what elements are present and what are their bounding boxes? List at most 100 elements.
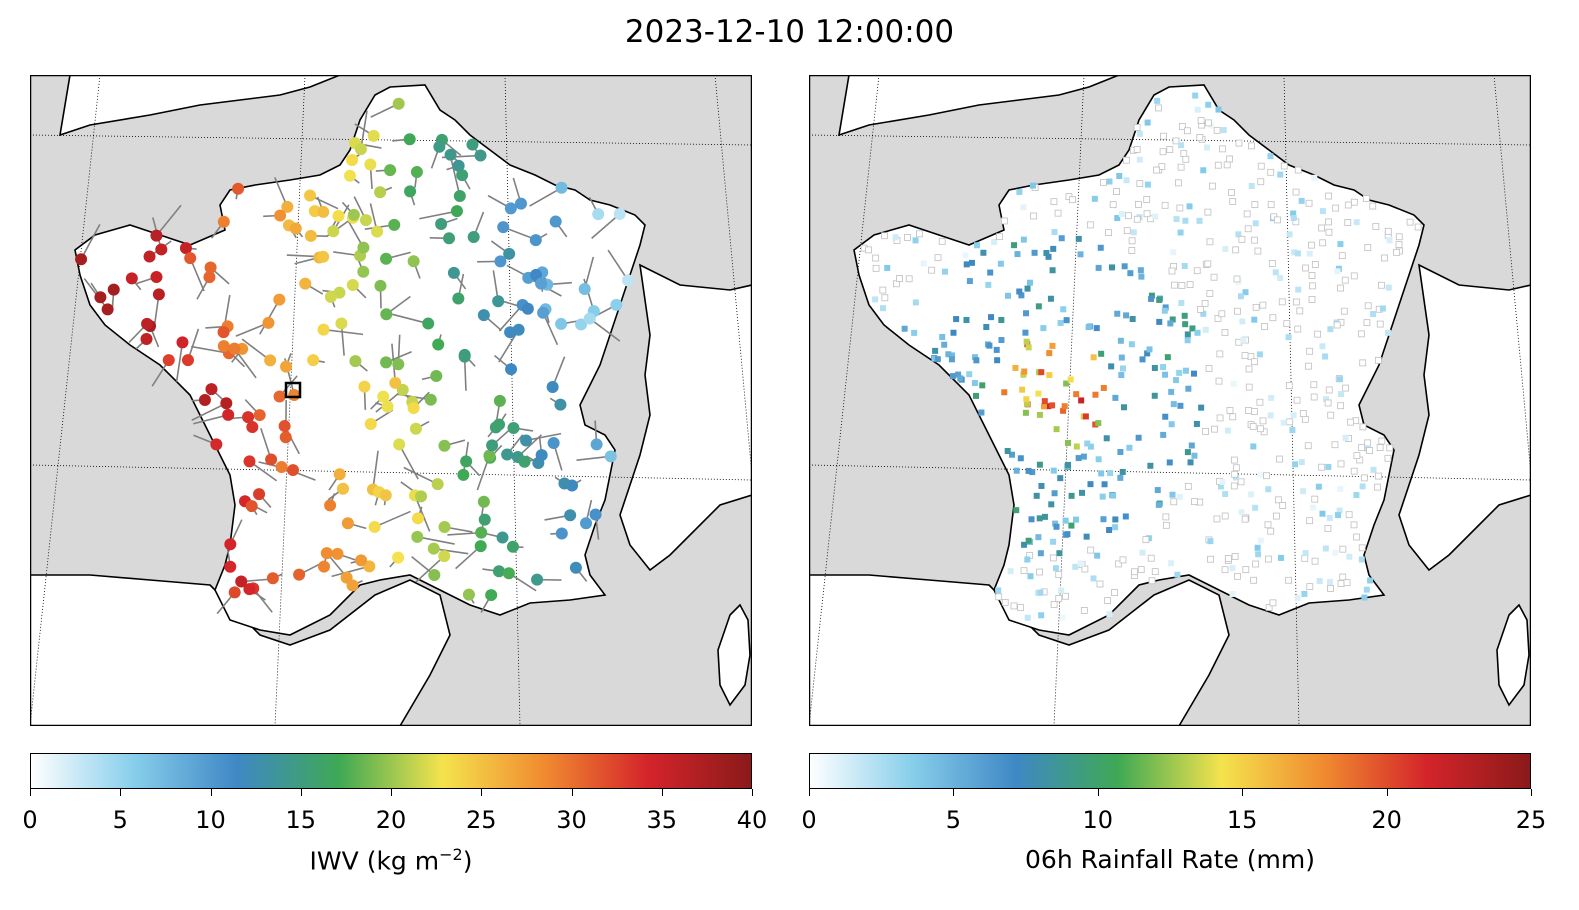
iwv-station-point: [273, 293, 286, 306]
rainfall-station-square: [1173, 377, 1180, 384]
rainfall-station-square: [1308, 272, 1316, 279]
iwv-station-point: [278, 420, 291, 433]
iwv-station-point: [546, 380, 559, 393]
iwv-station-point: [246, 421, 259, 434]
corsica-landmass: [717, 603, 751, 707]
iwv-station-point: [456, 169, 469, 182]
rainfall-station-square: [995, 593, 1003, 601]
rainfall-station-square: [1011, 242, 1018, 249]
graticule-line: [809, 464, 1531, 481]
rainfall-station-square: [1395, 241, 1403, 248]
rainfall-station-square: [1055, 595, 1063, 602]
wind-arrow: [323, 328, 364, 336]
rainfall-station-square: [1197, 305, 1204, 313]
rainfall-station-square: [1200, 167, 1207, 174]
iwv-station-point: [304, 189, 317, 202]
iwv-station-point: [622, 274, 635, 287]
rainfall-station-square: [1130, 229, 1137, 236]
rainfall-station-square: [998, 316, 1005, 323]
rainfall-station-square: [1176, 494, 1183, 501]
graticule-line: [1493, 75, 1531, 476]
rainfall-station-square: [1169, 316, 1176, 323]
rainfall-station-square: [1339, 573, 1347, 581]
rainfall-station-square: [1360, 474, 1368, 482]
rainfall-station-square: [1194, 329, 1201, 336]
rainfall-station-square: [1230, 456, 1238, 464]
iwv-station-point: [549, 215, 562, 228]
rainfall-station-square: [1216, 350, 1224, 358]
iwv-station-point: [377, 390, 390, 403]
colorbar-tick-mark: [391, 789, 392, 796]
rainfall-station-square: [1101, 481, 1108, 488]
rainfall-station-square: [1290, 215, 1297, 222]
colorbar-tick-mark: [300, 789, 302, 796]
rainfall-station-square: [1191, 370, 1198, 377]
rainfall-station-square: [1055, 571, 1063, 578]
iwv-station-point: [75, 253, 88, 266]
iwv-station-point: [438, 550, 451, 563]
iwv-stations: [75, 97, 635, 602]
rainfall-station-square: [1020, 371, 1027, 378]
rainfall-station-square: [1257, 425, 1264, 433]
iwv-station-point: [444, 148, 457, 161]
iwv-station-point: [432, 338, 445, 351]
iwv-station-point: [392, 551, 405, 564]
wind-arrow: [403, 466, 439, 485]
rainfall-station-square: [1062, 592, 1069, 600]
iwv-station-point: [368, 520, 381, 533]
colorbar-tick-label: 10: [195, 806, 226, 834]
rainfall-station-square: [1178, 282, 1186, 289]
rainfall-station-square: [1148, 295, 1155, 302]
iwv-station-point: [575, 318, 588, 331]
rainfall-station-square: [1324, 524, 1332, 532]
iwv-station-point: [162, 354, 175, 367]
rainfall-station-square: [1274, 496, 1282, 504]
rainfall-station-square: [1318, 224, 1326, 232]
rainfall-station-square: [1117, 474, 1124, 481]
rainfall-station-square: [1114, 310, 1121, 317]
iwv-map: [30, 75, 752, 726]
rainfall-station-square: [1123, 227, 1131, 235]
rainfall-station-square: [1326, 514, 1333, 521]
rainfall-station-square: [1121, 263, 1128, 270]
rainfall-station-square: [872, 264, 880, 272]
rainfall-station-square: [1098, 470, 1105, 477]
rainfall-station-square: [1337, 391, 1344, 398]
rainfall-stations: [860, 92, 1422, 621]
rainfall-station-square: [1168, 421, 1175, 428]
wind-arrow: [360, 110, 368, 150]
wind-arrow: [415, 555, 445, 583]
colorbar-tick-mark: [809, 789, 810, 796]
rainfall-station-square: [1259, 417, 1267, 425]
rainfall-station-square: [1148, 292, 1155, 299]
rainfall-station-square: [872, 254, 880, 262]
rainfall-station-square: [1181, 263, 1188, 270]
rainfall-station-square: [1238, 509, 1245, 516]
iwv-station-point: [486, 439, 499, 452]
rainfall-station-square: [1155, 501, 1162, 508]
iwv-station-point: [364, 158, 377, 171]
rainfall-station-square: [980, 249, 987, 256]
rainfall-station-square: [1050, 538, 1057, 545]
rainfall-station-square: [1221, 512, 1229, 520]
rainfall-station-square: [1310, 381, 1318, 389]
rainfall-station-square: [1100, 178, 1107, 186]
rainfall-station-square: [1049, 554, 1057, 562]
iwv-station-point: [243, 455, 256, 468]
iwv-station-point: [346, 278, 359, 291]
iwv-station-point: [253, 409, 266, 422]
iwv-station-point: [335, 317, 348, 330]
rainfall-station-square: [1334, 268, 1341, 275]
rainfall-station-square: [1194, 106, 1201, 113]
rainfall-station-square: [1156, 296, 1163, 303]
iwv-station-point: [393, 438, 406, 451]
graticule-line: [30, 464, 752, 481]
iwv-station-point: [478, 513, 491, 526]
iwv-station-point: [555, 181, 568, 194]
rainfall-station-square: [1223, 161, 1231, 169]
rainfall-station-square: [1311, 261, 1319, 268]
rainfall-station-square: [1111, 589, 1118, 596]
rainfall-station-square: [1046, 350, 1053, 357]
rainfall-station-square: [1007, 568, 1014, 575]
iwv-station-point: [477, 309, 490, 322]
